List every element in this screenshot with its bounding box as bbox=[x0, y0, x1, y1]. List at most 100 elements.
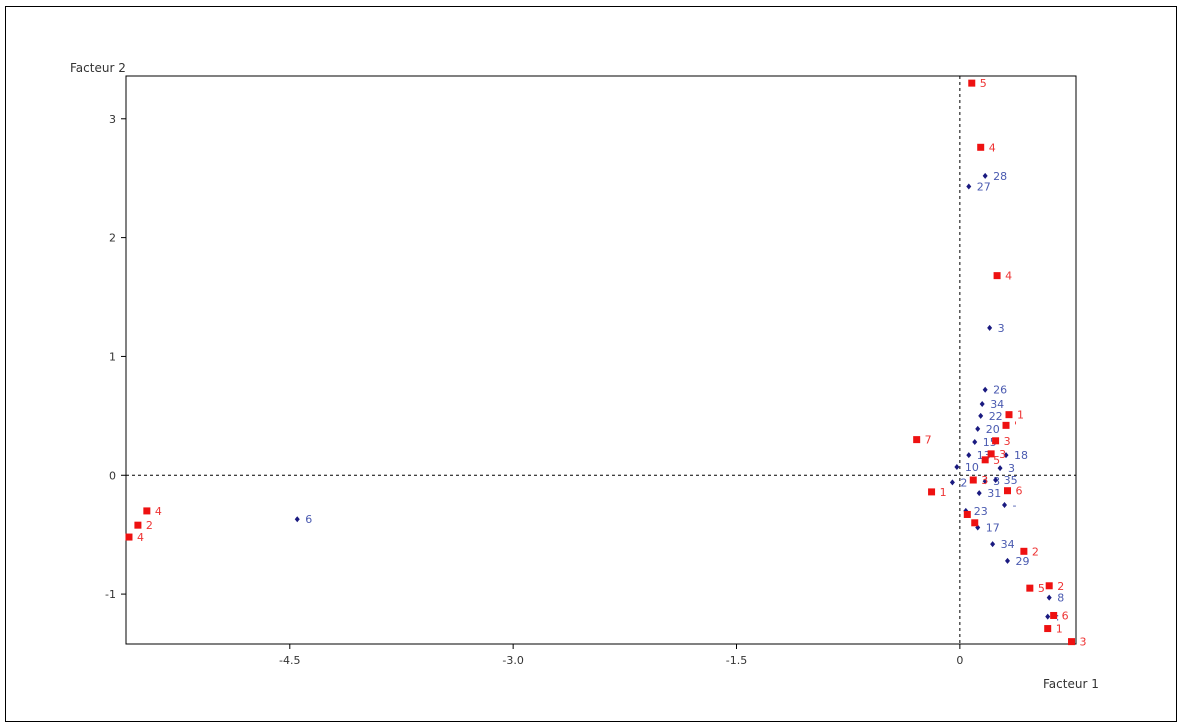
data-point-square bbox=[992, 437, 1000, 445]
data-point-square bbox=[1045, 582, 1053, 590]
data-point-diamond bbox=[966, 452, 972, 459]
point-label: 3 bbox=[1080, 636, 1087, 649]
data-point-diamond bbox=[987, 324, 993, 331]
data-point-square bbox=[977, 143, 985, 151]
data-point-square bbox=[1050, 611, 1058, 619]
data-point-diamond bbox=[976, 490, 982, 497]
x-tick-label: -3.0 bbox=[502, 654, 523, 667]
point-label: 7 bbox=[925, 434, 932, 447]
point-label: 31 bbox=[987, 487, 1001, 500]
x-axis-label: Facteur 1 bbox=[1043, 677, 1099, 691]
data-point-square bbox=[913, 436, 921, 444]
data-point-diamond bbox=[990, 541, 996, 548]
point-label: 34 bbox=[1001, 538, 1015, 551]
chart-frame: Facteur 2 Facteur 1 -4.5 -3.0 -1.5 0 3 2 1 0 -1 6… bbox=[5, 6, 1177, 722]
point-label: 20 bbox=[986, 423, 1000, 436]
point-label: 6 bbox=[1016, 485, 1023, 498]
data-point-square bbox=[1002, 421, 1010, 429]
data-point-square bbox=[928, 488, 936, 496]
x-tick-label: 0 bbox=[956, 654, 963, 667]
point-label: 3 bbox=[1004, 435, 1011, 448]
data-point-diamond bbox=[1045, 613, 1051, 620]
data-point-diamond bbox=[949, 479, 955, 486]
point-label: 34 bbox=[990, 398, 1004, 411]
point-label: 2 bbox=[146, 519, 153, 532]
point-label: 26 bbox=[993, 384, 1007, 397]
point-label: 4 bbox=[137, 531, 144, 544]
data-point-diamond bbox=[982, 478, 988, 485]
point-label: 1 bbox=[940, 486, 947, 499]
point-label: 17 bbox=[986, 522, 1000, 535]
x-tick-label: -4.5 bbox=[279, 654, 300, 667]
data-point-diamond bbox=[982, 386, 988, 393]
point-label: 2 bbox=[1032, 545, 1039, 558]
point-label: : bbox=[1056, 611, 1060, 624]
data-point-diamond bbox=[954, 463, 960, 470]
data-point-square bbox=[981, 456, 989, 464]
data-point-square bbox=[1020, 547, 1028, 555]
point-label: 1 bbox=[1017, 409, 1024, 422]
point-label: 27 bbox=[977, 181, 991, 194]
data-point-diamond bbox=[1002, 501, 1008, 508]
y-tick-label: 2 bbox=[109, 232, 116, 245]
data-point-diamond bbox=[978, 412, 984, 419]
point-label: 2 bbox=[1057, 580, 1064, 593]
point-label: 29 bbox=[1016, 555, 1030, 568]
point-label: 3 bbox=[1008, 462, 1015, 475]
point-label: 18 bbox=[1014, 449, 1028, 462]
data-point-square bbox=[969, 476, 977, 484]
data-point-diamond bbox=[975, 425, 981, 432]
y-tick-label: 1 bbox=[109, 350, 116, 363]
point-label: 2 bbox=[960, 476, 967, 489]
point-label: 5 bbox=[993, 454, 1000, 467]
data-point-diamond bbox=[982, 172, 988, 179]
data-point-square bbox=[971, 519, 979, 527]
point-label: 3 bbox=[999, 448, 1006, 461]
data-point-square bbox=[1004, 487, 1012, 495]
point-label: 4 bbox=[1005, 270, 1012, 283]
point-label: 3 bbox=[998, 322, 1005, 335]
point-label: 10 bbox=[965, 461, 979, 474]
y-tick-label: 3 bbox=[109, 113, 116, 126]
point-label: 6 bbox=[1062, 609, 1069, 622]
x-tick-label: -1.5 bbox=[726, 654, 747, 667]
data-point-square bbox=[143, 507, 151, 515]
point-label: 5 bbox=[980, 77, 987, 90]
y-axis-label: Facteur 2 bbox=[70, 61, 126, 75]
point-label: - bbox=[1013, 499, 1017, 512]
point-label: 4 bbox=[989, 141, 996, 154]
data-point-square bbox=[987, 450, 995, 458]
data-point-diamond bbox=[993, 477, 999, 484]
point-label: 5 bbox=[1038, 582, 1045, 595]
y-tick-label: -1 bbox=[105, 588, 116, 601]
point-label: ' bbox=[1014, 419, 1017, 432]
point-label: 1 bbox=[1056, 623, 1063, 636]
data-point-square bbox=[968, 79, 976, 87]
data-point-diamond bbox=[972, 438, 978, 445]
data-point-diamond bbox=[1005, 557, 1011, 564]
data-point-diamond bbox=[294, 516, 300, 523]
point-label: 6 bbox=[305, 513, 312, 526]
data-point-square bbox=[963, 510, 971, 518]
data-point-square bbox=[993, 272, 1001, 280]
y-tick-label: 0 bbox=[109, 469, 116, 482]
data-point-square bbox=[125, 533, 133, 541]
data-point-diamond bbox=[1003, 452, 1009, 459]
plot-area-border bbox=[125, 75, 1077, 645]
point-label: 22 bbox=[989, 410, 1003, 423]
data-point-square bbox=[1044, 625, 1052, 633]
point-label: 8 bbox=[1057, 592, 1064, 605]
point-label: 3 bbox=[981, 474, 988, 487]
point-label: 35 bbox=[1004, 474, 1018, 487]
data-point-diamond bbox=[1046, 594, 1052, 601]
data-point-square bbox=[1026, 584, 1034, 592]
data-point-square bbox=[1068, 638, 1076, 646]
data-point-diamond bbox=[979, 400, 985, 407]
data-point-diamond bbox=[997, 465, 1003, 472]
data-point-square bbox=[134, 521, 142, 529]
point-label: 23 bbox=[974, 505, 988, 518]
data-point-square bbox=[1005, 411, 1013, 419]
data-point-diamond bbox=[966, 183, 972, 190]
point-label: 4 bbox=[155, 505, 162, 518]
